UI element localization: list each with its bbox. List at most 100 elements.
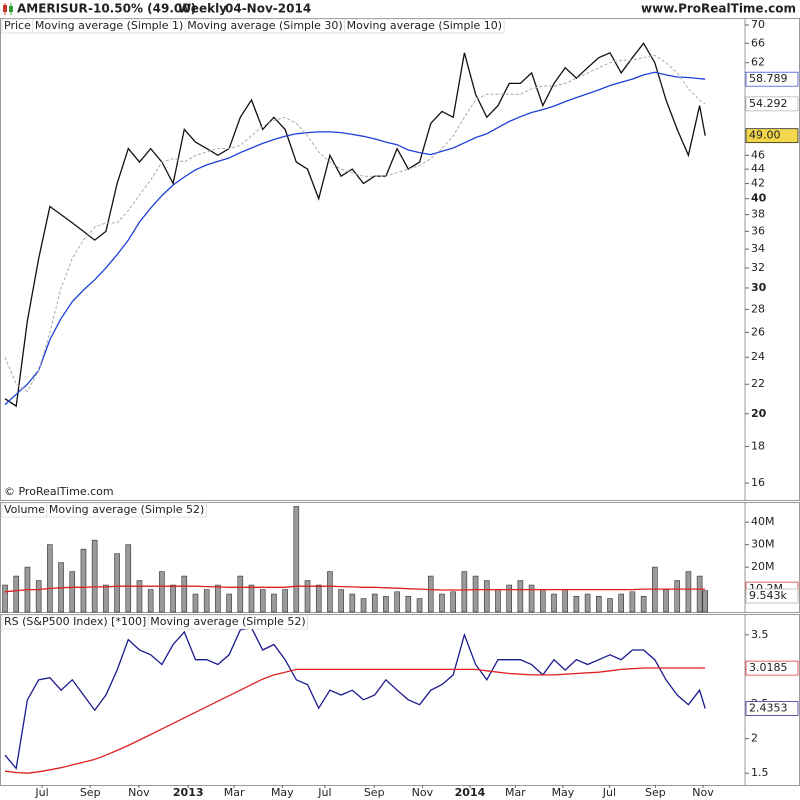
x-tick-label: May: [271, 786, 294, 799]
y-tick-label: 1.5: [751, 766, 769, 779]
volume-bar: [383, 595, 389, 613]
volume-bar: [181, 575, 188, 613]
legend-entry: Moving average (Simple 52): [49, 503, 204, 516]
last-value-label: 9.543k: [749, 589, 787, 602]
volume-bar: [103, 584, 109, 613]
x-tick-label: Jul: [602, 786, 616, 799]
legend-box: [344, 18, 505, 34]
x-tick-label: Nov: [128, 786, 150, 799]
volume-bar: [226, 593, 232, 613]
volume-bar: [282, 589, 288, 613]
y-tick-label: 2: [751, 732, 758, 745]
volume-bar: [618, 593, 625, 613]
x-tick-label: Nov: [692, 786, 714, 799]
y-tick-label: 26: [751, 325, 765, 338]
volume-bar: [394, 591, 400, 613]
y-tick-label: 36: [751, 224, 765, 237]
y-tick-label: 70: [751, 18, 765, 31]
volume-bar: [47, 544, 53, 613]
last-value-box: [745, 588, 799, 604]
volume-bar: [607, 598, 613, 613]
volume-bar: [663, 589, 669, 613]
volume-bar: [450, 591, 456, 613]
volume-bar: [517, 580, 524, 613]
volume-bar: [349, 593, 356, 613]
volume-bar: [35, 580, 42, 613]
series-line: [4, 54, 706, 393]
y-tick-label: 62: [751, 56, 765, 69]
y-tick-label: 30M: [751, 538, 775, 551]
x-tick-label: Nov: [412, 786, 434, 799]
y-tick-label: 38: [751, 208, 765, 221]
volume-bar: [248, 584, 255, 613]
site: www.ProRealTime.com: [641, 2, 796, 16]
change: -10.50% (49.00): [88, 2, 196, 16]
legend-box: [147, 614, 308, 630]
last-value-box: [745, 701, 799, 716]
y-tick-label: 32: [751, 261, 765, 274]
volume-bar: [259, 589, 266, 613]
volume-bar: [271, 593, 277, 613]
x-tick-label: Jul: [34, 786, 48, 799]
volume-bar: [170, 584, 176, 613]
volume-bar: [702, 590, 709, 613]
x-tick-label: 2014: [455, 786, 486, 799]
last-value-box: [745, 71, 799, 87]
volume-bar: [405, 595, 412, 613]
last-value-label: 58.789: [749, 72, 788, 85]
volume-bar: [304, 580, 311, 613]
series-line: [4, 585, 706, 593]
legend-entry: RS (S&P500 Index) [*100]: [4, 615, 146, 628]
volume-bar: [69, 571, 76, 613]
volume-bar: [640, 595, 647, 613]
volume-bar: [215, 584, 221, 613]
volume-bar: [528, 584, 535, 613]
volume-bar: [114, 553, 120, 613]
volume-bar: [159, 571, 165, 613]
volume-bar: [584, 593, 591, 613]
volume-bar: [573, 595, 580, 613]
x-tick-label: Jul: [317, 786, 331, 799]
y-tick-label: 20: [751, 407, 767, 420]
volume-bar: [562, 589, 568, 613]
x-tick-label: 2013: [173, 786, 204, 799]
x-tick-label: May: [552, 786, 575, 799]
volume-bar: [192, 593, 199, 613]
y-tick-label: 30: [751, 281, 767, 294]
legend-entry: Moving average (Simple 1): [35, 19, 183, 32]
last-value-label: 49.00: [749, 129, 781, 142]
last-value-label: 3.0185: [749, 661, 788, 674]
volume-bar: [125, 544, 132, 613]
volume-bar: [13, 575, 20, 613]
volume-bar: [472, 575, 479, 613]
date: 04-Nov-2014: [225, 2, 311, 16]
x-tick-label: Sep: [80, 786, 101, 799]
volume-bar: [237, 575, 244, 613]
y-tick-label: 34: [751, 242, 765, 255]
symbol-icon: [3, 3, 13, 15]
volume-bar: [629, 591, 636, 613]
last-value-label: 54.292: [749, 97, 788, 110]
volume-bar: [360, 598, 367, 613]
x-tick-label: Sep: [645, 786, 666, 799]
symbol: AMERISUR: [17, 2, 88, 16]
volume-bar: [416, 598, 423, 613]
series-line: [4, 667, 706, 774]
volume-bar: [483, 580, 490, 613]
volume-bar: [136, 580, 143, 613]
volume-bar: [147, 589, 154, 613]
volume-bar: [80, 548, 87, 613]
volume-bar: [293, 506, 300, 613]
y-tick-label: 3.5: [751, 628, 769, 641]
series-line: [4, 71, 706, 406]
copyright: © ProRealTime.com: [4, 485, 114, 498]
x-tick-label: Mar: [505, 786, 526, 799]
y-tick-label: 22: [751, 377, 765, 390]
volume-bar: [2, 584, 8, 613]
volume-bar: [674, 580, 681, 613]
legend-entry: Price: [4, 19, 31, 32]
y-tick-label: 46: [751, 148, 765, 161]
y-tick-label: 40: [751, 192, 767, 205]
